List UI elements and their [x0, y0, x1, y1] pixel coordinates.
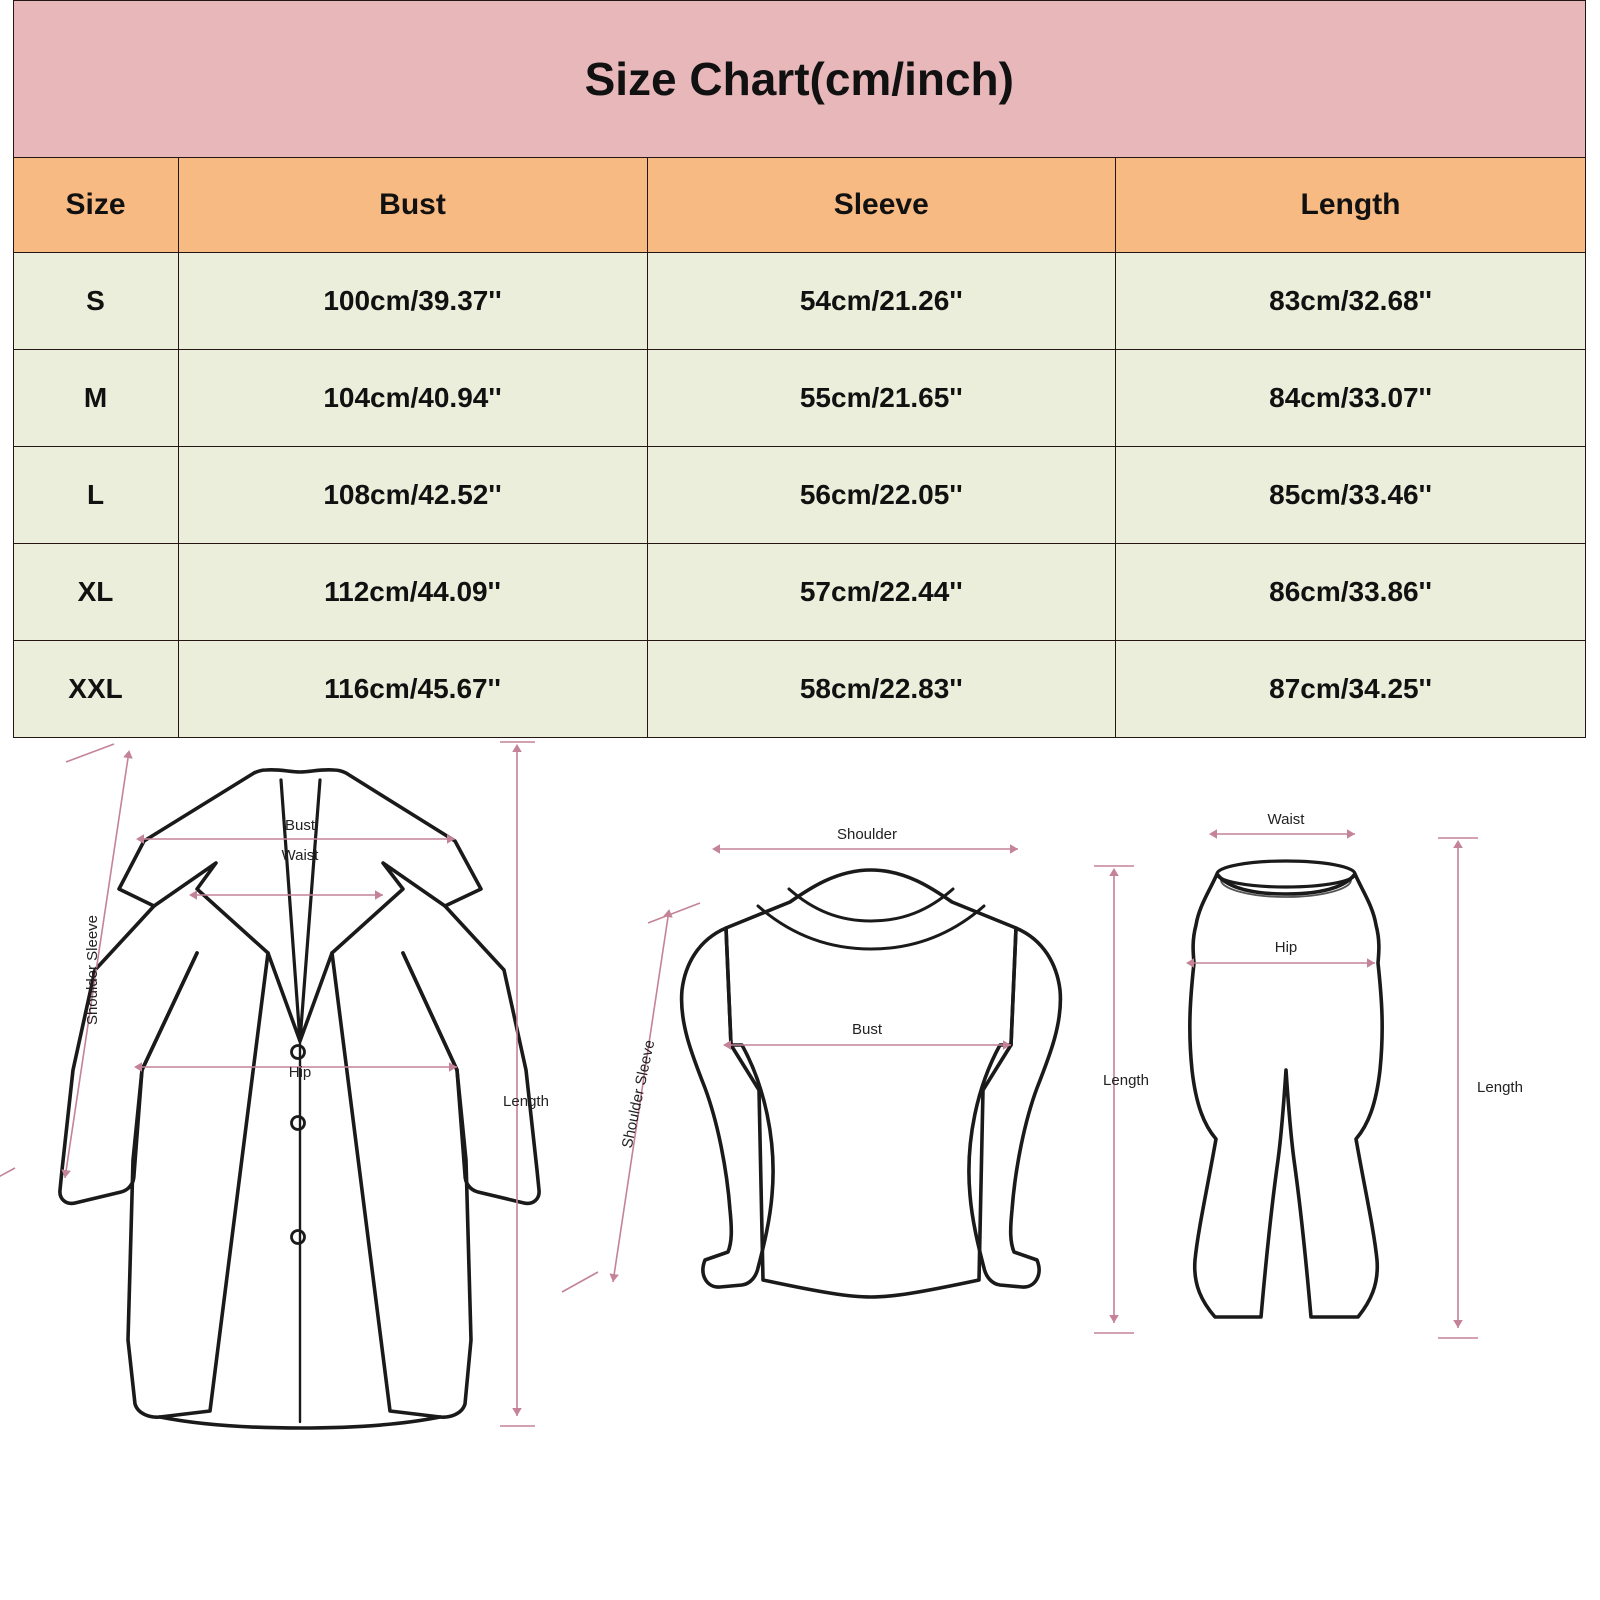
svg-text:Hip: Hip [289, 1064, 312, 1081]
svg-text:Shoulder: Shoulder [837, 826, 897, 843]
svg-text:Shoulder Sleeve: Shoulder Sleeve [84, 915, 101, 1025]
svg-text:Hip: Hip [1275, 939, 1298, 956]
svg-text:Waist: Waist [1268, 811, 1306, 828]
svg-text:Waist: Waist [282, 847, 320, 864]
svg-text:Length: Length [503, 1093, 549, 1110]
svg-text:Length: Length [1477, 1079, 1523, 1096]
svg-text:Shoulder Sleeve: Shoulder Sleeve [619, 1038, 659, 1149]
svg-text:Length: Length [1103, 1072, 1149, 1089]
svg-text:Bust: Bust [852, 1021, 883, 1038]
svg-text:Bust: Bust [285, 817, 316, 834]
